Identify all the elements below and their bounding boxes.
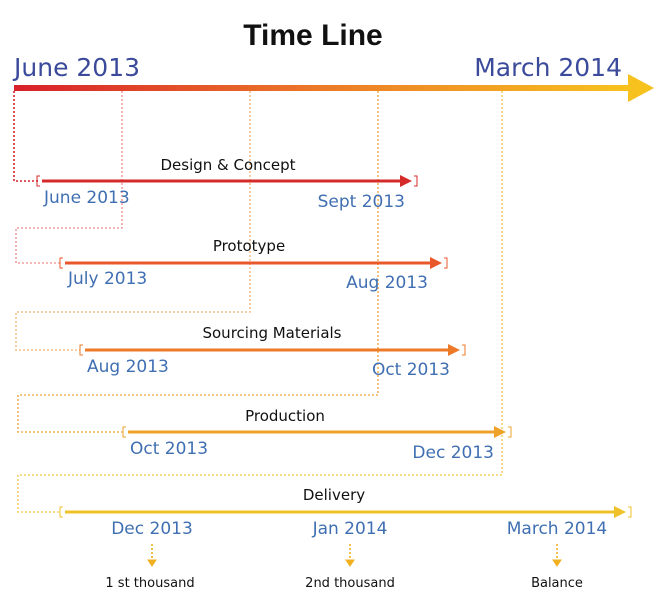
axis-start: June 2013: [12, 53, 140, 82]
end-date: Dec 2013: [412, 443, 494, 463]
connector: [15, 91, 123, 264]
title: Time Line: [243, 19, 382, 52]
phase: Sourcing Materials Aug 2013 Oct 2013: [79, 324, 466, 380]
arrowhead: [494, 426, 506, 438]
end-date: Aug 2013: [346, 273, 428, 293]
start-date: July 2013: [67, 269, 147, 289]
milestone-note: 2nd thousand: [305, 576, 395, 591]
bracket: [59, 506, 632, 518]
arrowhead: [430, 257, 442, 269]
phase: Prototype July 2013 Aug 2013: [59, 237, 448, 293]
phase-label: Prototype: [213, 237, 285, 255]
phase-label: Design & Concept: [160, 156, 295, 174]
milestone-date: Dec 2013: [111, 519, 193, 539]
bracket: [79, 344, 466, 356]
milestone-date: March 2014: [507, 519, 608, 539]
milestone-date: Jan 2014: [312, 519, 388, 539]
connector: [17, 91, 379, 433]
bracket: [122, 426, 512, 438]
main-axis: [14, 85, 630, 91]
end-date: Sept 2013: [318, 192, 405, 212]
arrowhead: [400, 175, 412, 187]
arrowhead: [448, 344, 460, 356]
axis-end: March 2014: [474, 53, 622, 82]
milestone-note: 1 st thousand: [105, 576, 194, 591]
milestone-arrowhead: [345, 559, 355, 567]
milestone-arrows: [147, 544, 562, 567]
phase-label: Sourcing Materials: [202, 324, 341, 342]
connector: [13, 91, 38, 182]
bracket: [59, 257, 448, 269]
milestone-note: Balance: [531, 576, 583, 591]
phase: Design & Concept June 2013 Sept 2013: [36, 156, 418, 212]
connector: [15, 91, 251, 351]
start-date: Oct 2013: [130, 439, 208, 459]
connectors: [13, 91, 503, 513]
phase-label: Delivery: [303, 486, 365, 504]
connector: [17, 91, 503, 513]
milestone-arrowhead: [147, 559, 157, 567]
arrowhead: [614, 506, 626, 518]
phase-label: Production: [245, 407, 325, 425]
end-date: Oct 2013: [372, 360, 450, 380]
milestone-arrowhead: [552, 559, 562, 567]
axis-arrowhead: [628, 74, 654, 102]
start-date: June 2013: [43, 188, 130, 208]
delivery: Delivery Dec 2013 Jan 2014 March 2014 1 …: [59, 486, 632, 591]
start-date: Aug 2013: [87, 357, 169, 377]
bracket: [36, 175, 418, 187]
phase: Production Oct 2013 Dec 2013: [122, 407, 512, 463]
